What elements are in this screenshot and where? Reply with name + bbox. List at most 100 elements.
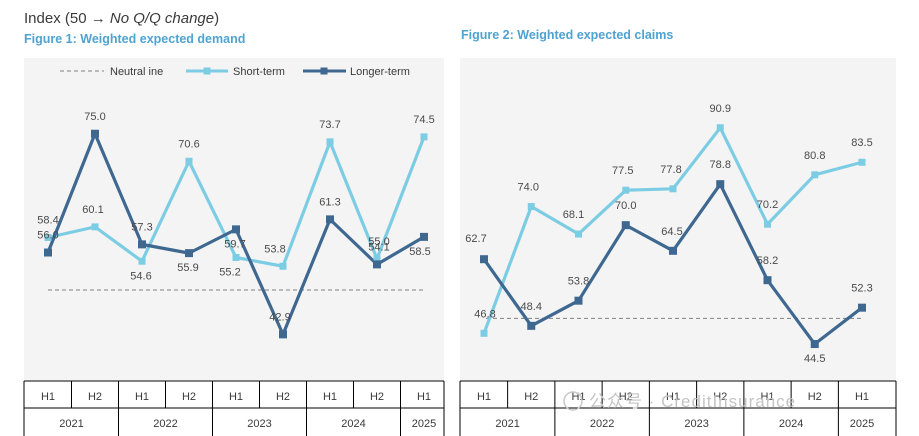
x-tick-label: H1 <box>571 391 585 403</box>
data-label: 55.9 <box>177 262 198 274</box>
data-label: 64.5 <box>661 226 682 238</box>
short-term-marker <box>527 203 535 211</box>
data-label: 54.6 <box>130 270 151 282</box>
data-label: 70.0 <box>615 200 636 212</box>
short-term-marker <box>622 186 630 194</box>
longer-term-marker <box>716 180 725 189</box>
short-term-marker <box>669 185 677 193</box>
x-tick-label: H2 <box>182 391 196 403</box>
watermark-text: 公众号 · CreditInsurance <box>589 392 796 411</box>
data-label: 44.5 <box>804 353 825 365</box>
data-label: 80.8 <box>804 150 825 162</box>
year-label: 2023 <box>684 418 708 430</box>
data-label: 58.2 <box>757 255 778 267</box>
year-label: 2024 <box>341 418 365 430</box>
x-tick-label: H2 <box>808 391 822 403</box>
longer-term-marker <box>858 303 866 312</box>
plot-area-1 <box>24 58 444 380</box>
page-title-prefix: Index (50 → <box>24 10 110 27</box>
data-label: 74.0 <box>518 182 539 194</box>
data-label: 52.3 <box>851 283 872 295</box>
data-label: 55.0 <box>368 236 389 248</box>
short-term-marker <box>575 230 582 238</box>
short-term-marker <box>420 133 428 141</box>
x-tick-label: H2 <box>713 391 727 403</box>
year-label: 2024 <box>779 418 803 430</box>
short-term-marker <box>91 223 99 231</box>
data-label: 56.0 <box>37 230 58 242</box>
data-label: 55.2 <box>219 267 240 279</box>
year-label: 2023 <box>247 418 271 430</box>
longer-term-marker <box>574 296 583 305</box>
longer-term-marker <box>420 232 428 241</box>
longer-term-marker <box>373 260 381 269</box>
longer-term-marker <box>480 255 488 264</box>
short-term-marker <box>326 138 334 146</box>
x-tick-label: H2 <box>370 391 384 403</box>
longer-term-marker <box>810 340 819 349</box>
data-label: 70.2 <box>757 199 778 211</box>
data-label: 46.8 <box>474 308 495 320</box>
data-label: 57.3 <box>131 221 152 233</box>
data-label: 90.9 <box>710 103 731 115</box>
longer-term-marker <box>138 240 146 249</box>
x-tick-label: H1 <box>41 391 55 403</box>
short-term-marker <box>44 234 52 241</box>
figure-1-title: Figure 1: Weighted expected demand <box>24 32 246 46</box>
short-term-marker <box>858 158 866 166</box>
longer-term-marker <box>232 225 240 234</box>
longer-term-marker <box>326 215 334 224</box>
data-label: 68.1 <box>563 209 584 221</box>
data-label: 42.9 <box>269 311 290 323</box>
year-label: 2021 <box>59 418 83 430</box>
longer-term-marker <box>279 330 287 339</box>
year-label: 2025 <box>412 418 436 430</box>
short-term-marker <box>138 257 146 265</box>
data-label: 83.5 <box>851 137 872 149</box>
x-tick-label: H1 <box>135 391 149 403</box>
legend-longer-marker <box>320 67 328 75</box>
year-label: 2021 <box>495 418 519 430</box>
short-term-marker <box>480 329 488 337</box>
longer-term-marker <box>91 129 99 138</box>
x-tick-label: H2 <box>88 391 102 403</box>
short-term-marker <box>232 254 240 261</box>
data-label: 53.8 <box>264 243 285 255</box>
year-label: 2025 <box>850 418 874 430</box>
data-label: 58.5 <box>409 246 430 258</box>
data-label: 75.0 <box>84 111 105 123</box>
data-label: 58.4 <box>37 215 58 227</box>
legend-short-label: Short-term <box>233 66 285 78</box>
longer-term-marker <box>44 248 52 257</box>
x-tick-label: H2 <box>276 391 290 403</box>
longer-term-marker <box>185 249 193 258</box>
page-title-italic: No Q/Q change <box>109 10 215 27</box>
year-label: 2022 <box>153 418 177 430</box>
x-tick-label: H1 <box>666 391 680 403</box>
data-label: 78.8 <box>710 159 731 171</box>
x-tick-label: H1 <box>855 391 869 403</box>
x-tick-label: H1 <box>417 391 431 403</box>
x-tick-label: H2 <box>524 391 538 403</box>
wechat-icon <box>563 391 583 411</box>
x-tick-label: H1 <box>229 391 243 403</box>
data-label: 70.6 <box>178 138 199 150</box>
short-term-marker <box>716 124 724 132</box>
data-label: 48.4 <box>521 301 542 313</box>
longer-term-marker <box>669 246 677 255</box>
short-term-marker <box>764 220 771 228</box>
x-tick-label: H1 <box>760 391 774 403</box>
data-label: 73.7 <box>319 119 340 131</box>
data-label: 62.7 <box>465 233 486 245</box>
data-label: 77.5 <box>612 165 633 177</box>
x-tick-label: H2 <box>619 391 633 403</box>
data-label: 53.8 <box>568 276 589 288</box>
legend-longer-label: Longer-term <box>350 66 410 78</box>
legend-short-marker <box>203 67 211 75</box>
data-label: 54.1 <box>368 241 389 253</box>
data-label: 74.5 <box>413 114 434 126</box>
x-tick-label: H1 <box>477 391 491 403</box>
short-term-marker <box>811 171 819 179</box>
page-title-suffix: ) <box>214 10 220 27</box>
